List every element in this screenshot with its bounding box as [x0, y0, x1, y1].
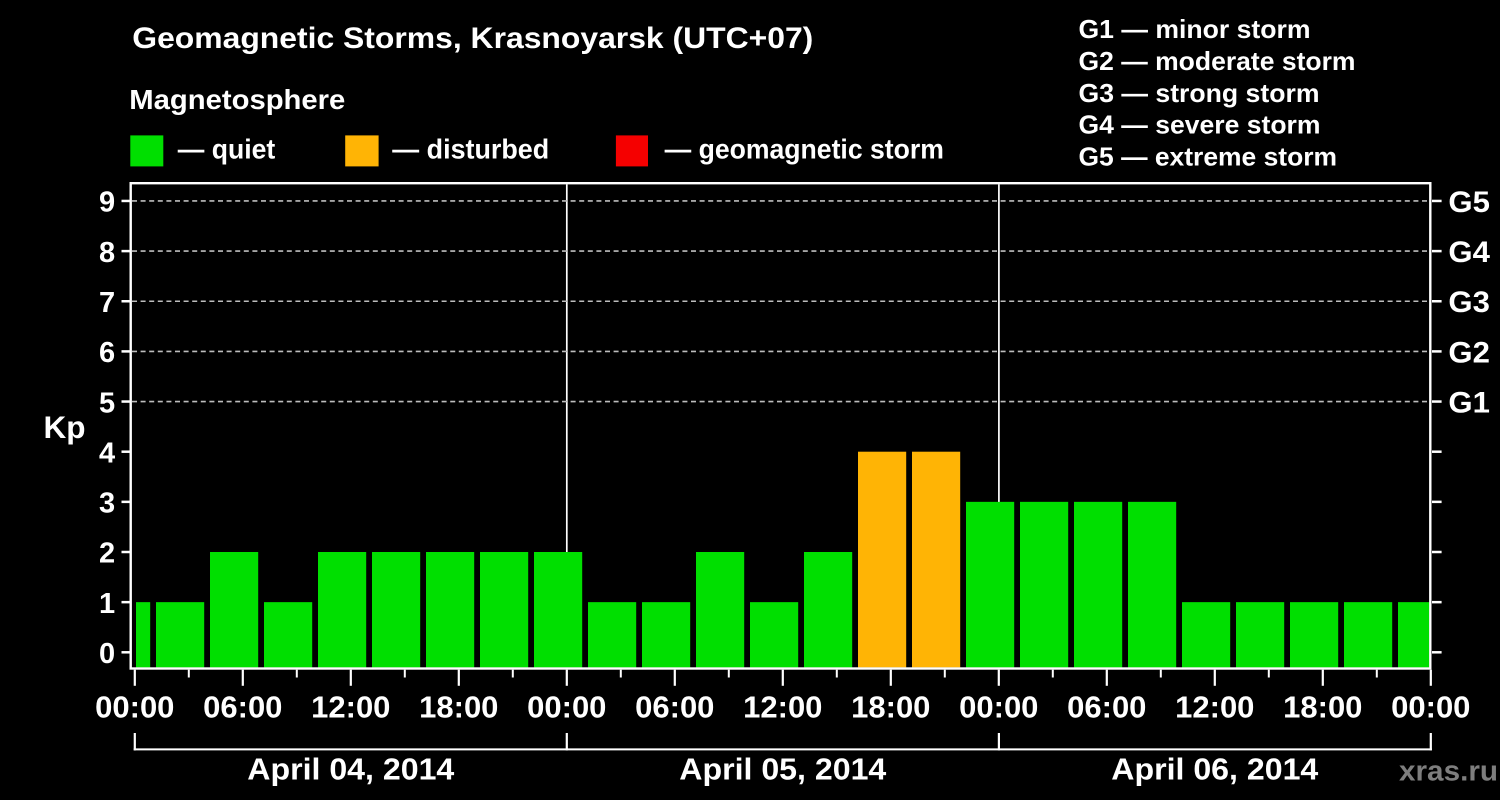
svg-text:G5: G5 — [1448, 186, 1490, 219]
svg-text:Geomagnetic Storms, Krasnoyars: Geomagnetic Storms, Krasnoyarsk (UTC+07) — [132, 22, 813, 55]
svg-text:6: 6 — [99, 337, 115, 369]
svg-text:— disturbed: — disturbed — [392, 133, 549, 164]
svg-text:18:00: 18:00 — [419, 690, 498, 725]
svg-text:8: 8 — [99, 237, 115, 269]
svg-text:4: 4 — [99, 437, 115, 469]
svg-text:06:00: 06:00 — [203, 690, 282, 725]
svg-text:06:00: 06:00 — [635, 690, 714, 725]
svg-text:— geomagnetic storm: — geomagnetic storm — [665, 133, 944, 164]
svg-text:18:00: 18:00 — [1283, 690, 1362, 725]
svg-text:2: 2 — [99, 538, 115, 570]
svg-text:G3: G3 — [1448, 286, 1490, 319]
svg-text:G5 — extreme storm: G5 — extreme storm — [1079, 142, 1338, 172]
svg-text:9: 9 — [99, 187, 115, 219]
svg-text:— quiet: — quiet — [178, 133, 275, 164]
svg-text:18:00: 18:00 — [851, 690, 930, 725]
svg-text:April 05, 2014: April 05, 2014 — [679, 752, 887, 787]
svg-text:G4 — severe storm: G4 — severe storm — [1079, 110, 1321, 140]
svg-text:7: 7 — [99, 287, 115, 319]
svg-text:G2 — moderate storm: G2 — moderate storm — [1079, 46, 1356, 76]
svg-text:00:00: 00:00 — [1391, 690, 1470, 725]
svg-text:G1 — minor storm: G1 — minor storm — [1079, 14, 1311, 44]
svg-text:G2: G2 — [1448, 336, 1490, 369]
svg-text:Magnetosphere: Magnetosphere — [129, 84, 345, 115]
svg-text:Kp: Kp — [44, 409, 86, 445]
svg-text:G3 — strong storm: G3 — strong storm — [1079, 78, 1320, 108]
svg-text:00:00: 00:00 — [959, 690, 1038, 725]
svg-text:3: 3 — [99, 488, 115, 520]
svg-text:G4: G4 — [1448, 236, 1490, 269]
svg-text:5: 5 — [99, 387, 115, 419]
svg-text:12:00: 12:00 — [1175, 690, 1254, 725]
svg-text:G1: G1 — [1448, 386, 1490, 419]
svg-text:12:00: 12:00 — [743, 690, 822, 725]
svg-text:12:00: 12:00 — [311, 690, 390, 725]
svg-text:April 06, 2014: April 06, 2014 — [1111, 752, 1319, 787]
svg-text:00:00: 00:00 — [527, 690, 606, 725]
svg-text:0: 0 — [99, 638, 115, 670]
svg-text:xras.ru: xras.ru — [1399, 756, 1498, 788]
svg-text:06:00: 06:00 — [1067, 690, 1146, 725]
svg-text:April 04, 2014: April 04, 2014 — [247, 752, 455, 787]
svg-text:00:00: 00:00 — [95, 690, 174, 725]
svg-text:1: 1 — [99, 588, 115, 620]
